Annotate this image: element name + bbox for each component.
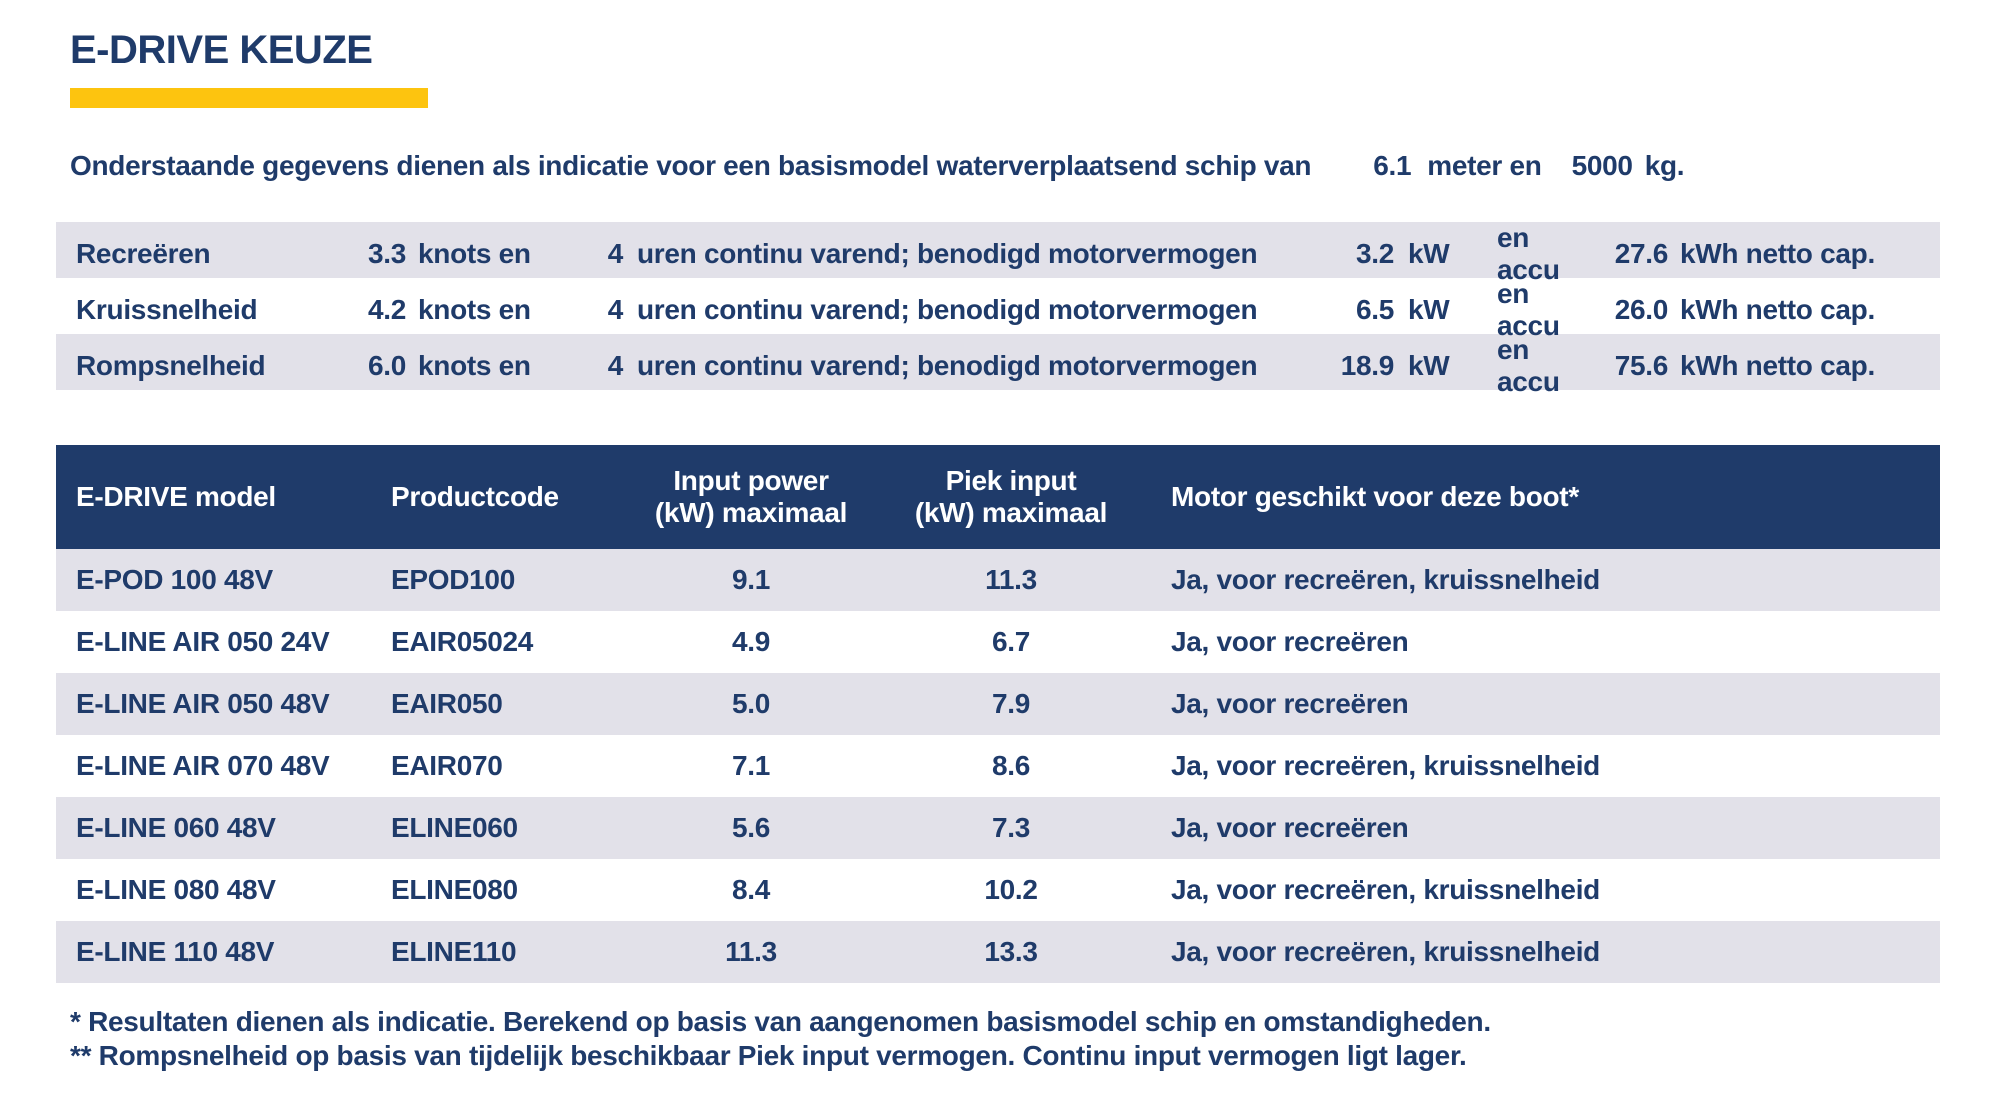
power-value: 3.2 (1355, 238, 1394, 269)
boat-length-value: 6.1 (1373, 150, 1412, 181)
title-underline (70, 88, 428, 108)
capacity-value: 75.6 (1614, 350, 1669, 381)
cell-piek-input: 7.9 (991, 688, 1031, 719)
table-row: E-LINE AIR 070 48V EAIR070 7.1 8.6 Ja, v… (56, 735, 1940, 797)
cell-productcode: EAIR05024 (391, 626, 534, 657)
speed-row-kruissnelheid: Kruissnelheid 4.2 knots en 4 uren contin… (56, 278, 1940, 341)
cell-model: E-LINE 060 48V (76, 812, 276, 843)
table-row: E-LINE 080 48V ELINE080 8.4 10.2 Ja, voo… (56, 859, 1940, 921)
cell-geschikt: Ja, voor recreëren (1171, 688, 1409, 719)
cell-geschikt: Ja, voor recreëren, kruissnelheid (1171, 750, 1600, 781)
speed-unit: knots en (418, 350, 531, 381)
cell-geschikt: Ja, voor recreëren, kruissnelheid (1171, 564, 1600, 595)
boat-weight-unit: kg. (1644, 150, 1685, 181)
power-value: 6.5 (1355, 294, 1394, 325)
cell-input-power: 5.0 (731, 688, 771, 719)
cell-input-power: 8.4 (731, 874, 771, 905)
speed-value: 3.3 (367, 238, 406, 269)
capacity-value: 26.0 (1614, 294, 1669, 325)
cell-geschikt: Ja, voor recreëren (1171, 812, 1409, 843)
header-geschikt: Motor geschikt voor deze boot* (1171, 481, 1579, 512)
hours-value: 4 (607, 294, 624, 325)
speed-unit: knots en (418, 238, 531, 269)
table-row: E-LINE AIR 050 48V EAIR050 5.0 7.9 Ja, v… (56, 673, 1940, 735)
header-piek-input: Piek input (kW) maximaal (914, 465, 1108, 528)
capacity-unit: kWh netto cap. (1680, 238, 1875, 269)
header-productcode: Productcode (391, 481, 559, 512)
cell-model: E-POD 100 48V (76, 564, 273, 595)
accu-text: en accu (1497, 222, 1560, 285)
intro-line: Onderstaande gegevens dienen als indicat… (70, 148, 1940, 184)
cell-piek-input: 10.2 (984, 874, 1038, 905)
cell-productcode: ELINE060 (391, 812, 518, 843)
speed-description: uren continu varend; benodigd motorvermo… (637, 294, 1258, 325)
capacity-unit: kWh netto cap. (1680, 350, 1875, 381)
cell-geschikt: Ja, voor recreëren (1171, 626, 1409, 657)
cell-model: E-LINE AIR 050 24V (76, 626, 330, 657)
header-model: E-DRIVE model (76, 481, 276, 512)
speed-value: 4.2 (367, 294, 406, 325)
table-row: E-LINE AIR 050 24V EAIR05024 4.9 6.7 Ja,… (56, 611, 1940, 673)
hours-value: 4 (607, 350, 624, 381)
cell-piek-input: 7.3 (991, 812, 1031, 843)
table-header-row: E-DRIVE model Productcode Input power (k… (56, 445, 1940, 549)
cell-model: E-LINE 110 48V (76, 936, 275, 967)
speed-label: Recreëren (76, 238, 211, 269)
speed-description: uren continu varend; benodigd motorvermo… (637, 350, 1258, 381)
page-title: E-DRIVE KEUZE (70, 28, 373, 72)
footnote-results: * Resultaten dienen als indicatie. Berek… (70, 1006, 1491, 1037)
edrive-model-table: E-DRIVE model Productcode Input power (k… (56, 445, 1940, 983)
header-input-power: Input power (kW) maximaal (654, 465, 848, 528)
footnotes: * Resultaten dienen als indicatie. Berek… (70, 1005, 1940, 1073)
speed-row-recreeren: Recreëren 3.3 knots en 4 uren continu va… (56, 222, 1940, 285)
power-unit: kW (1408, 294, 1450, 325)
cell-productcode: EAIR070 (391, 750, 503, 781)
power-unit: kW (1408, 238, 1450, 269)
accu-text: en accu (1497, 334, 1560, 397)
cell-productcode: EAIR050 (391, 688, 503, 719)
power-unit: kW (1408, 350, 1450, 381)
speed-label: Rompsnelheid (76, 350, 266, 381)
cell-productcode: ELINE080 (391, 874, 518, 905)
speed-label: Kruissnelheid (76, 294, 258, 325)
cell-input-power: 5.6 (731, 812, 771, 843)
speed-description: uren continu varend; benodigd motorvermo… (637, 238, 1258, 269)
cell-model: E-LINE AIR 070 48V (76, 750, 330, 781)
cell-productcode: ELINE110 (391, 936, 517, 967)
footnote-rompsnelheid: ** Rompsnelheid op basis van tijdelijk b… (70, 1040, 1467, 1071)
cell-piek-input: 6.7 (991, 626, 1031, 657)
cell-geschikt: Ja, voor recreëren, kruissnelheid (1171, 874, 1600, 905)
speed-row-rompsnelheid: Rompsnelheid 6.0 knots en 4 uren continu… (56, 334, 1940, 397)
cell-piek-input: 13.3 (984, 936, 1038, 967)
cell-productcode: EPOD100 (391, 564, 515, 595)
cell-model: E-LINE 080 48V (76, 874, 276, 905)
cell-piek-input: 11.3 (985, 564, 1037, 595)
accu-text: en accu (1497, 278, 1560, 341)
cell-input-power: 11.3 (725, 936, 777, 967)
speed-summary: Recreëren 3.3 knots en 4 uren continu va… (56, 222, 1940, 397)
boat-weight-value: 5000 (1571, 150, 1633, 181)
capacity-unit: kWh netto cap. (1680, 294, 1875, 325)
cell-geschikt: Ja, voor recreëren, kruissnelheid (1171, 936, 1600, 967)
boat-length-unit: meter en (1427, 150, 1542, 181)
hours-value: 4 (607, 238, 624, 269)
cell-model: E-LINE AIR 050 48V (76, 688, 330, 719)
cell-input-power: 4.9 (731, 626, 771, 657)
cell-input-power: 7.1 (731, 750, 771, 781)
capacity-value: 27.6 (1614, 238, 1669, 269)
table-row: E-LINE 110 48V ELINE110 11.3 13.3 Ja, vo… (56, 921, 1940, 983)
table-row: E-POD 100 48V EPOD100 9.1 11.3 Ja, voor … (56, 549, 1940, 611)
cell-input-power: 9.1 (731, 564, 771, 595)
speed-unit: knots en (418, 294, 531, 325)
speed-value: 6.0 (367, 350, 406, 381)
power-value: 18.9 (1340, 350, 1395, 381)
table-row: E-LINE 060 48V ELINE060 5.6 7.3 Ja, voor… (56, 797, 1940, 859)
intro-text: Onderstaande gegevens dienen als indicat… (70, 150, 1312, 181)
cell-piek-input: 8.6 (991, 750, 1031, 781)
